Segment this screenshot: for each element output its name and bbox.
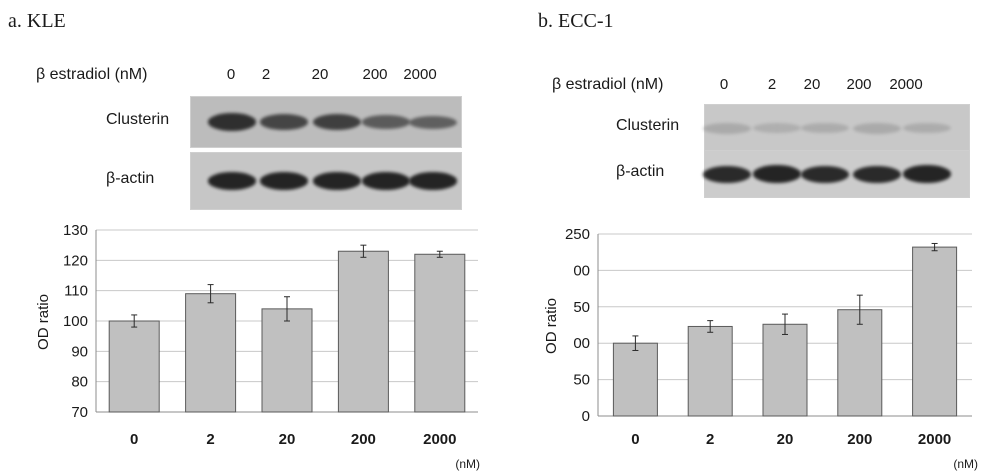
blot-strip (190, 96, 462, 148)
y-tick-label: 50 (573, 299, 590, 316)
bar (414, 253, 466, 413)
blot-band (903, 122, 951, 134)
dose-label: 20 (311, 66, 329, 83)
dose-label: 0 (719, 76, 729, 93)
blot-band (853, 165, 901, 183)
panel-title: b. ECC-1 (538, 10, 614, 32)
x-tick-label: 200 (847, 431, 872, 448)
bar (912, 246, 958, 417)
x-unit-label: (nM) (455, 457, 480, 471)
blot-band (208, 113, 256, 131)
dose-label: 0 (226, 66, 236, 83)
blot-band (409, 172, 457, 190)
blot-band (753, 165, 801, 183)
dose-label: 200 (846, 76, 872, 93)
y-tick-label: 0 (582, 408, 590, 425)
bar (261, 308, 313, 413)
blot-band (409, 115, 457, 129)
bar (337, 250, 389, 413)
bar (762, 323, 808, 417)
blot-band (853, 122, 901, 134)
treatment-label: β estradiol (nM) (552, 76, 664, 93)
x-tick-label: 2 (206, 431, 214, 448)
bar (837, 309, 883, 417)
blot-strip (703, 150, 970, 198)
y-tick-label: 80 (71, 374, 88, 391)
blot-band (801, 122, 849, 134)
error-bar (782, 313, 788, 335)
error-bar (931, 242, 938, 252)
blot-band (703, 122, 751, 134)
y-tick-label: 130 (63, 222, 88, 239)
x-unit-label: (nM) (953, 457, 978, 471)
blot-band (362, 115, 410, 129)
protein-label: β-actin (106, 170, 155, 187)
error-bar (856, 294, 863, 325)
protein-label: Clusterin (106, 111, 170, 128)
protein-label: β-actin (616, 163, 665, 180)
blot-band (313, 172, 361, 190)
x-tick-label: 2 (706, 431, 714, 448)
y-tick-label: 90 (71, 343, 88, 360)
y-tick-label: 120 (63, 252, 88, 269)
panel-b: b. ECC-1 β estradiol (nM) 0 2 20 200 2000 Clus… (494, 0, 988, 474)
blot-band (703, 165, 751, 183)
blot-strip (703, 104, 970, 152)
panel-title: a. KLE (8, 10, 66, 32)
bar (687, 325, 733, 417)
blot-band (362, 172, 410, 190)
y-axis-label: OD ratio (543, 298, 560, 354)
y-tick-label: 00 (573, 335, 590, 352)
y-tick-label: 70 (71, 404, 88, 421)
blot-strip (190, 152, 462, 210)
blot-band (903, 165, 951, 183)
x-tick-label: 2000 (423, 431, 456, 448)
bar (185, 293, 237, 413)
bar-chart: 0 50 00 50 00 250 0 2 20 200 2000 OD ratio (nM) (543, 226, 978, 471)
error-bar (632, 335, 639, 351)
error-bar (707, 320, 714, 333)
dose-label: 2 (767, 76, 777, 93)
x-tick-label: 200 (351, 431, 376, 448)
dose-label: 2000 (889, 76, 923, 93)
blot-band (313, 114, 361, 130)
blot-band (801, 165, 849, 183)
error-bar (207, 284, 214, 304)
error-bar (131, 314, 138, 328)
x-tick-label: 2000 (918, 431, 951, 448)
x-tick-label: 20 (279, 431, 296, 448)
y-tick-label: 250 (565, 226, 590, 243)
y-tick-label: 110 (64, 283, 88, 300)
error-bar (360, 244, 367, 258)
treatment-label: β estradiol (nM) (36, 66, 148, 83)
blot-band (753, 123, 801, 133)
y-axis-label: OD ratio (35, 294, 52, 350)
dose-label: 20 (803, 76, 821, 93)
y-tick-label: 00 (573, 262, 590, 279)
blot-band (260, 114, 308, 130)
bar (108, 320, 160, 413)
y-tick-label: 100 (63, 313, 88, 330)
bar (612, 342, 658, 417)
bar-chart: 70 80 90 100 110 120 130 0 2 20 200 2000 OD ratio (nM… (35, 222, 480, 471)
y-tick-label: 50 (573, 372, 590, 389)
blot-band (260, 172, 308, 190)
error-bar (284, 296, 290, 322)
dose-label: 2 (261, 66, 271, 83)
error-bar (436, 250, 443, 258)
x-tick-label: 20 (777, 431, 794, 448)
panel-a: a. KLE β estradiol (nM) 0 2 20 200 2000 Cluste… (8, 10, 480, 471)
dose-label: 200 (362, 66, 388, 83)
blot-band (208, 172, 256, 190)
x-tick-label: 0 (130, 431, 138, 448)
dose-label: 2000 (403, 66, 437, 83)
protein-label: Clusterin (616, 117, 680, 134)
x-tick-label: 0 (631, 431, 639, 448)
